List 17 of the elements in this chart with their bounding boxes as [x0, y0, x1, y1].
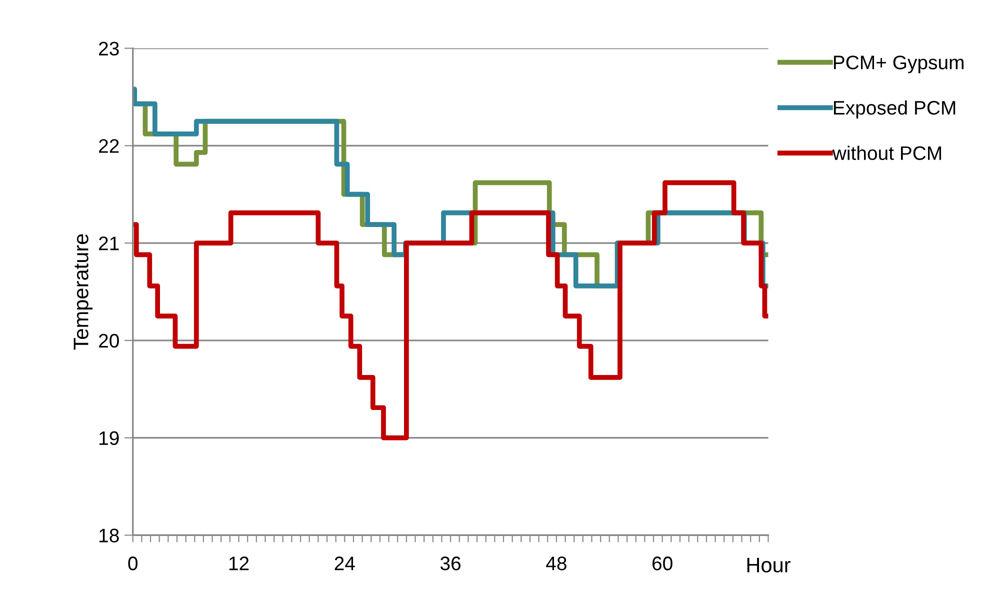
x-tick-label: 0 [128, 556, 138, 570]
x-tick-label: 36 [440, 556, 461, 570]
y-tick-label: 21 [99, 236, 119, 250]
y-axis-title: Temperature [74, 234, 92, 350]
x-axis-title: Hour [747, 558, 790, 572]
y-tick-label: 19 [100, 431, 119, 446]
legend-label: PCM+ Gypsum [834, 56, 964, 74]
x-tick-label: 48 [546, 556, 566, 570]
legend-label: without PCM [832, 146, 942, 160]
y-tick-label: 23 [99, 42, 119, 56]
legend-label: Exposed PCM [834, 100, 956, 119]
x-tick-label: 60 [652, 556, 672, 570]
y-tick-label: 20 [99, 334, 119, 348]
y-tick-label: 22 [99, 139, 119, 153]
x-tick-label: 12 [229, 556, 249, 570]
x-tick-label: 24 [334, 556, 355, 570]
y-tick-label: 18 [100, 528, 119, 542]
